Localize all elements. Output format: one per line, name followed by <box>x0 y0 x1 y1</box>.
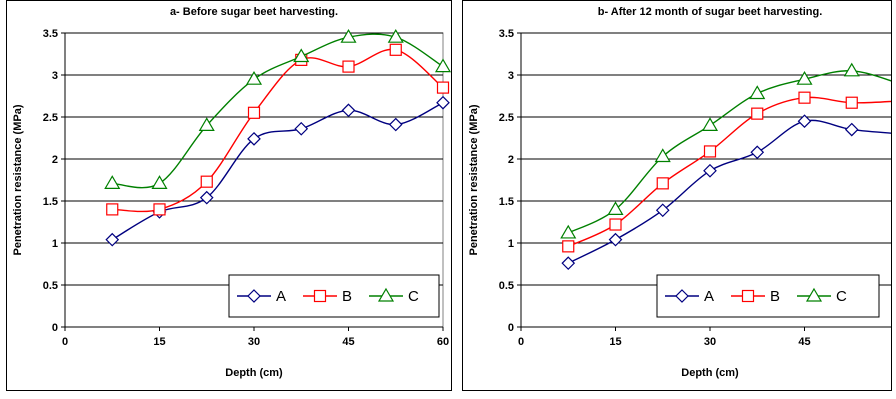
data-point-C <box>293 48 310 63</box>
series-C <box>104 29 451 189</box>
y-tick-label: 1.5 <box>499 196 514 208</box>
x-tick-label: 0 <box>62 336 68 348</box>
y-tick-label: 2 <box>52 154 58 166</box>
data-point-B <box>562 240 575 253</box>
y-tick-label: 1 <box>508 238 514 250</box>
y-tick-label: 2 <box>508 154 514 166</box>
legend-marker-B <box>313 289 327 303</box>
data-point-B <box>609 218 622 231</box>
data-point-C <box>151 175 168 189</box>
y-tick-label: 0 <box>52 322 58 334</box>
x-tick-label: 15 <box>153 336 165 348</box>
data-point-C <box>198 117 215 131</box>
series-A <box>561 114 891 271</box>
y-tick-label: 3 <box>508 70 514 82</box>
data-point-A <box>199 190 214 205</box>
legend-label-C: C <box>836 288 847 305</box>
x-tick-label: 30 <box>704 336 716 348</box>
series-B <box>562 91 891 253</box>
y-tick-label: 3 <box>52 70 58 82</box>
legend-marker-B <box>741 289 755 303</box>
series-line-C <box>567 70 891 234</box>
data-point-C <box>843 62 860 77</box>
x-axis-label: Depth (cm) <box>681 367 739 379</box>
chart-a-svg: 0 0.5 1 1.5 2 2.5 3 3.5 0 15 30 45 60 a- Before sugar… <box>12 6 451 379</box>
data-point-A <box>750 145 765 160</box>
y-tick-label: 2.5 <box>499 112 514 124</box>
y-tick-label: 0 <box>508 322 514 334</box>
x-tick-label: 30 <box>248 336 260 348</box>
data-point-C <box>434 58 451 73</box>
y-tick-label: 2.5 <box>43 112 58 124</box>
data-point-B <box>247 106 261 119</box>
x-tick-label: 0 <box>518 336 524 348</box>
data-point-A <box>105 232 120 247</box>
data-point-B <box>751 107 764 120</box>
data-point-A <box>608 232 623 247</box>
data-point-B <box>153 203 166 216</box>
data-point-A <box>703 163 717 178</box>
data-point-C <box>104 175 121 189</box>
data-point-A <box>797 114 812 129</box>
data-point-C <box>387 29 404 43</box>
y-tick-label: 0.5 <box>43 280 58 292</box>
data-point-C <box>607 201 624 215</box>
x-tick-label: 45 <box>798 336 810 348</box>
data-point-C <box>796 71 813 85</box>
y-axis-label: Penetration resistance (MPa) <box>12 104 24 255</box>
legend: A B C <box>656 274 880 318</box>
x-tick-label: 60 <box>437 336 449 348</box>
chart-title: a- Before sugar beet harvesting. <box>170 6 338 18</box>
legend-label-A: A <box>276 288 286 305</box>
legend-marker-A <box>675 289 689 303</box>
data-point-B <box>200 175 213 188</box>
y-tick-label: 1.5 <box>43 196 58 208</box>
legend-label-A: A <box>704 288 714 305</box>
x-axis-label: Depth (cm) <box>225 367 283 379</box>
data-point-B <box>342 60 355 73</box>
series-C <box>560 62 891 239</box>
data-point-C <box>749 85 766 100</box>
chart-panel-b: 00.511.522.533.5015304560b- After 12 mon… <box>462 0 892 391</box>
legend-label-B: B <box>770 288 780 305</box>
data-point-A <box>436 95 450 110</box>
legend-label-C: C <box>408 288 419 305</box>
data-point-A <box>655 203 670 218</box>
data-point-B <box>845 96 858 109</box>
data-point-A <box>561 256 576 271</box>
series-line-C <box>112 33 444 189</box>
chart-b-svg: 00.511.522.533.5015304560b- After 12 mon… <box>468 6 891 379</box>
chart-title: b- After 12 month of sugar beet harvesti… <box>598 6 823 18</box>
data-point-B <box>798 91 811 104</box>
data-point-C <box>245 71 263 85</box>
y-axis-label: Penetration resistance (MPa) <box>468 104 480 255</box>
data-point-C <box>654 148 671 163</box>
data-point-C <box>340 29 357 43</box>
data-point-A <box>247 131 261 146</box>
legend-label-B: B <box>342 288 352 305</box>
y-tick-label: 3.5 <box>499 28 514 40</box>
x-tick-label: 15 <box>609 336 621 348</box>
data-point-B <box>656 177 669 190</box>
y-tick-label: 0.5 <box>499 280 514 292</box>
chart-panel-a: 0 0.5 1 1.5 2 2.5 3 3.5 0 15 30 45 60 a- Before sugar… <box>6 0 452 391</box>
data-point-A <box>294 121 309 136</box>
legend-marker-A <box>247 289 261 303</box>
data-point-C <box>560 224 577 239</box>
y-tick-label: 1 <box>52 238 58 250</box>
y-tick-label: 3.5 <box>43 28 58 40</box>
data-point-B <box>106 203 119 216</box>
legend-marker-C <box>805 287 823 302</box>
legend-marker-C <box>377 287 395 302</box>
x-tick-label: 45 <box>342 336 354 348</box>
data-point-B <box>436 81 450 94</box>
legend: A B C <box>228 274 440 318</box>
data-point-A <box>341 103 356 118</box>
data-point-C <box>701 117 719 131</box>
data-point-A <box>388 117 403 132</box>
data-point-A <box>844 122 859 137</box>
data-point-B <box>703 145 717 158</box>
data-point-B <box>389 43 402 56</box>
series-line-B <box>112 48 444 213</box>
